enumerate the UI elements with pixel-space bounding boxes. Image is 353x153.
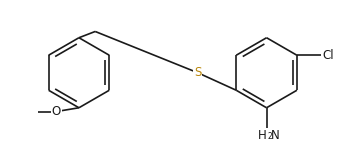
Text: S: S xyxy=(194,66,202,79)
Text: 2: 2 xyxy=(267,132,272,141)
Text: H: H xyxy=(258,129,267,142)
Text: Cl: Cl xyxy=(322,49,334,62)
Text: O: O xyxy=(52,105,61,118)
Text: N: N xyxy=(271,129,280,142)
